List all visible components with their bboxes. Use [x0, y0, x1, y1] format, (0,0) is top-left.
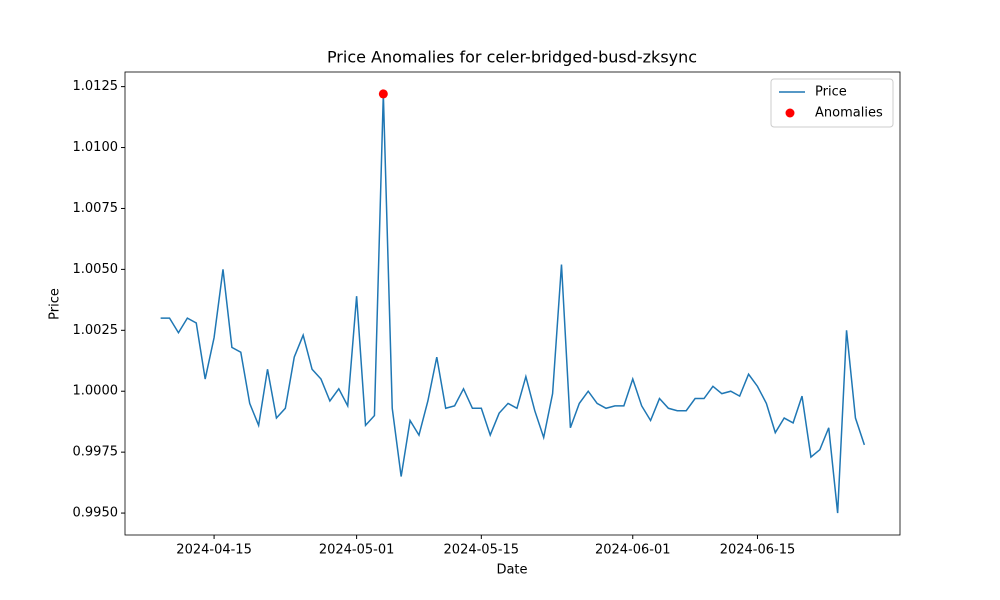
- y-tick-label: 1.0025: [73, 323, 119, 338]
- y-tick-label: 0.9950: [73, 506, 119, 521]
- price-line: [160, 93, 866, 514]
- legend-label: Anomalies: [815, 106, 883, 121]
- x-tick-label: 2024-06-15: [720, 543, 796, 558]
- legend-box: [770, 78, 894, 128]
- legend-marker: [785, 108, 795, 118]
- chart-title: Price Anomalies for celer-bridged-busd-z…: [327, 48, 697, 67]
- y-tick-label: 1.0100: [73, 140, 119, 155]
- x-tick-label: 2024-06-01: [595, 543, 671, 558]
- y-tick-label: 1.0000: [73, 384, 119, 399]
- x-tick-label: 2024-05-01: [319, 543, 395, 558]
- y-tick-label: 1.0075: [73, 201, 119, 216]
- plot-frame: [124, 71, 901, 536]
- y-tick-label: 1.0050: [73, 262, 119, 277]
- legend-label: Price: [815, 85, 847, 100]
- y-tick-label: 0.9975: [73, 445, 119, 460]
- anomaly-point: [378, 89, 388, 99]
- x-axis-label: Date: [496, 563, 527, 578]
- y-tick-label: 1.0125: [73, 79, 119, 94]
- x-tick-label: 2024-04-15: [176, 543, 252, 558]
- y-axis-label: Price: [48, 288, 63, 320]
- x-tick-label: 2024-05-15: [444, 543, 520, 558]
